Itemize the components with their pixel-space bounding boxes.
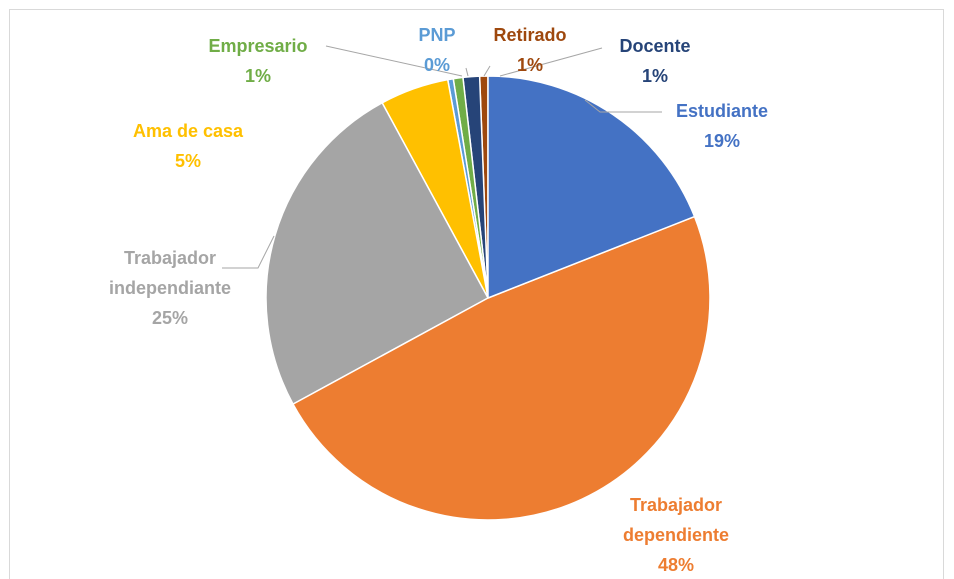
category-label: Estudiante [675, 101, 768, 121]
leader-lines [222, 45, 662, 269]
data-label: Docente 1% [570, 31, 740, 91]
percent-label: 25% [151, 308, 189, 328]
pie-slice [265, 101, 490, 406]
chart-frame [9, 9, 944, 579]
percent-label: 1% [516, 55, 543, 75]
leader-line [499, 47, 603, 77]
leader-line [584, 99, 662, 113]
leader-line [465, 67, 469, 77]
leader-line [483, 65, 491, 77]
data-label: Trabajador dependiente 48% [591, 490, 761, 579]
category-label: Retirado [493, 25, 567, 45]
category-label: Trabajador independiante [108, 248, 231, 298]
percent-label: 1% [244, 66, 271, 86]
percent-label: 0% [423, 55, 450, 75]
pie-slice [487, 75, 696, 300]
category-label: Ama de casa [132, 121, 244, 141]
pie-slice [291, 215, 711, 521]
data-label: PNP 0% [352, 20, 522, 80]
data-label: Empresario 1% [173, 31, 343, 91]
data-label: Trabajador independiante 25% [85, 243, 255, 333]
percent-label: 19% [703, 131, 741, 151]
data-label: Estudiante 19% [637, 96, 807, 156]
category-label: PNP [418, 25, 456, 45]
category-label: Empresario [208, 36, 308, 56]
percent-label: 1% [641, 66, 668, 86]
data-label: Retirado 1% [445, 20, 615, 80]
leader-line [222, 235, 275, 269]
percent-label: 5% [174, 151, 201, 171]
category-label: Docente [619, 36, 691, 56]
data-label: Ama de casa 5% [103, 116, 273, 176]
percent-label: 48% [657, 555, 695, 575]
leader-line [325, 45, 463, 77]
category-label: Trabajador dependiente [622, 495, 729, 545]
